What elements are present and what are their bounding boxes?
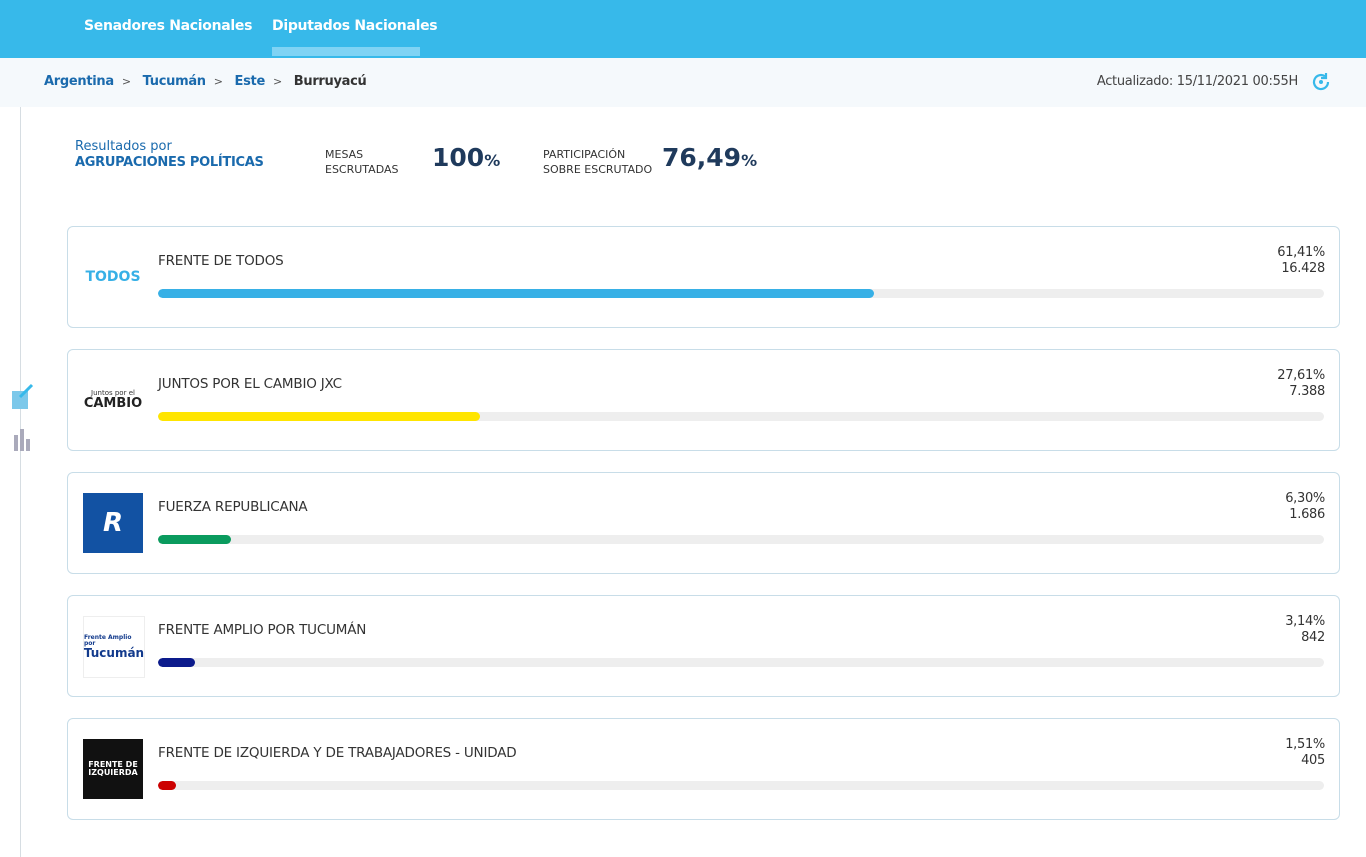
bar-track — [158, 781, 1324, 790]
crumb[interactable]: Este — [234, 74, 266, 89]
party-card: FRENTE DE IZQUIERDA FRENTE DE IZQUIERDA Y … — [67, 718, 1340, 820]
label-line: ESCRUTADAS — [325, 163, 399, 176]
bar-track — [158, 535, 1324, 544]
party-logo: Frente Amplio por Tucumán — [83, 616, 145, 678]
bar — [158, 535, 232, 544]
party-percent: 6,30% — [1285, 491, 1325, 506]
party-name: FRENTE AMPLIO POR TUCUMÁN — [158, 622, 367, 638]
refresh-icon[interactable] — [1310, 71, 1332, 93]
party-name: FUERZA REPUBLICANA — [158, 499, 308, 515]
crumb-separator: > — [121, 75, 131, 88]
party-logo: FRENTE DE IZQUIERDA — [83, 739, 143, 799]
mesas-label: MESAS ESCRUTADAS — [325, 147, 398, 177]
party-logo: TODOS — [83, 247, 143, 307]
party-name: FRENTE DE TODOS — [158, 253, 284, 269]
value: 100 — [432, 143, 485, 172]
bar — [158, 289, 875, 298]
bar — [158, 781, 176, 790]
party-votes: 1.686 — [1289, 507, 1325, 522]
party-card: Juntos por el CAMBIO JUNTOS POR EL CAMBIO … — [67, 349, 1340, 451]
tab[interactable]: Senadores Nacionales — [84, 18, 253, 34]
unit: % — [484, 151, 501, 170]
logo-text: Juntos por el — [91, 389, 135, 397]
party-name: FRENTE DE IZQUIERDA Y DE TRABAJADORES - … — [158, 745, 517, 761]
results-by: Resultados por — [75, 139, 172, 154]
bar-track — [158, 412, 1324, 421]
crumb-separator: > — [272, 75, 282, 88]
party-name: JUNTOS POR EL CAMBIO JXC — [158, 376, 342, 392]
results-group[interactable]: AGRUPACIONES POLÍTICAS — [75, 155, 264, 170]
party-votes: 7.388 — [1289, 384, 1325, 399]
value: 76,49 — [662, 143, 742, 172]
part-label: PARTICIPACIÓN SOBRE ESCRUTADO — [543, 147, 652, 177]
logo-text: Tucumán — [83, 646, 145, 660]
party-card: TODOS FRENTE DE TODOS 61,41% 16.428 — [67, 226, 1340, 328]
party-card: Frente Amplio por Tucumán FRENTE AMPLIO PO… — [67, 595, 1340, 697]
party-votes: 405 — [1301, 753, 1325, 768]
bar-track — [158, 658, 1324, 667]
part-value: 76,49% — [662, 143, 757, 172]
party-percent: 61,41% — [1277, 245, 1325, 260]
logo-text: CAMBIO — [83, 396, 143, 411]
unit: % — [741, 151, 758, 170]
crumb: Burruyacú — [293, 74, 367, 89]
logo-text: Frente Amplio por — [84, 634, 132, 647]
sidebar-icons[interactable] — [10, 383, 36, 455]
crumb[interactable]: Argentina — [44, 74, 114, 89]
party-votes: 16.428 — [1281, 261, 1325, 276]
logo-text: FRENTE DE — [88, 760, 138, 769]
sidebar-line — [20, 107, 21, 857]
tab[interactable]: Diputados Nacionales — [272, 18, 438, 34]
party-logo: Juntos por el CAMBIO — [83, 370, 143, 430]
party-card: R FUERZA REPUBLICANA 6,30% 1.686 — [67, 472, 1340, 574]
logo-text: TODOS — [85, 269, 141, 285]
party-percent: 3,14% — [1285, 614, 1325, 629]
breadcrumb-bar — [0, 58, 1366, 107]
updated-time: Actualizado: 15/11/2021 00:55H — [1096, 74, 1298, 89]
mesas-value: 100% — [432, 143, 500, 172]
breadcrumb: Argentina > Tucumán > Este > Burruyacú — [44, 74, 375, 89]
party-votes: 842 — [1301, 630, 1325, 645]
party-percent: 1,51% — [1285, 737, 1325, 752]
party-logo: R — [83, 493, 143, 553]
crumb[interactable]: Tucumán — [142, 74, 206, 89]
label-line: PARTICIPACIÓN — [543, 148, 626, 161]
bar-track — [158, 289, 1324, 298]
party-percent: 27,61% — [1277, 368, 1325, 383]
bar — [158, 412, 480, 421]
tab-underline — [272, 47, 420, 56]
crumb-separator: > — [213, 75, 223, 88]
logo-text: IZQUIERDA — [88, 768, 138, 777]
label-line: MESAS — [325, 148, 364, 161]
label-line: SOBRE ESCRUTADO — [543, 163, 653, 176]
top-bar: Senadores Nacionales Diputados Nacionale… — [0, 0, 1366, 58]
bar — [158, 658, 195, 667]
logo-text: R — [102, 508, 124, 538]
